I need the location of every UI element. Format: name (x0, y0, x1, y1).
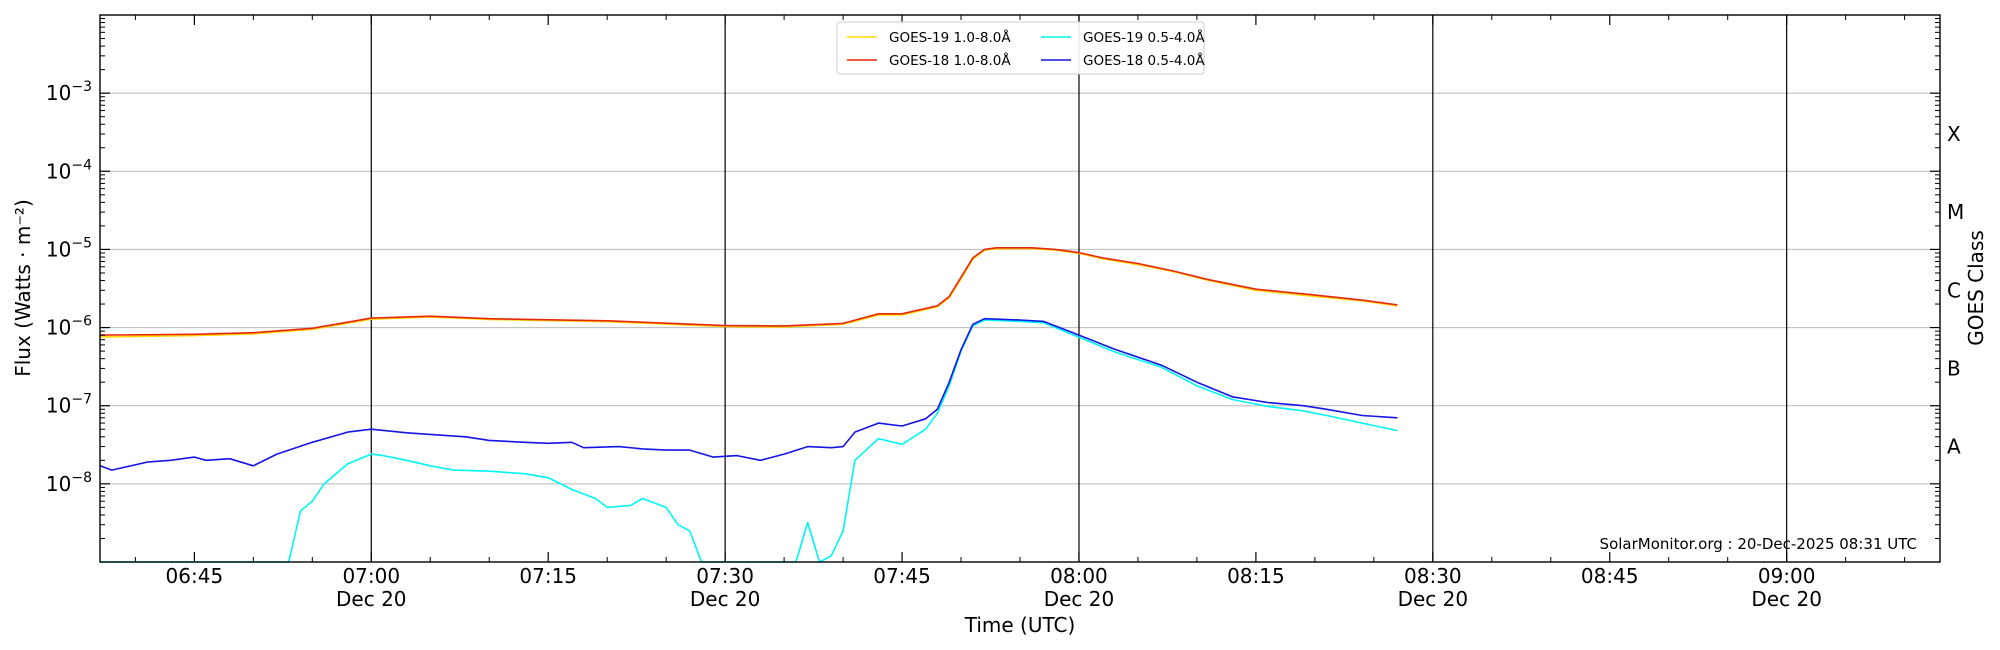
goes-class-label-c: C (1947, 278, 1961, 302)
day-marker-lines (370, 15, 1788, 562)
grid (100, 92, 1940, 485)
goes-class-label-m: M (1947, 200, 1964, 224)
legend-label-4: GOES-18 0.5-4.0Å (1083, 52, 1205, 69)
y-tick-label: 10−7 (46, 392, 92, 418)
x-tick-label: 08:15 (1227, 564, 1285, 588)
legend-box (836, 21, 1205, 75)
y-axis-title: Flux (Watts · m⁻²) (11, 199, 35, 377)
y-tick-labels: 10−8 10−7 10−6 10−5 10−4 10−3 (46, 79, 92, 496)
x-tick-label: 07:45 (873, 564, 931, 588)
series-line-2 (99, 247, 1398, 336)
axis-ticks (100, 15, 1940, 562)
goes-class-labels: A B C M X (1947, 122, 1964, 459)
legend-label-2: GOES-18 1.0-8.0Å (889, 52, 1011, 69)
x-tick-label: 07:30 (696, 564, 754, 588)
legend-label-3: GOES-19 0.5-4.0Å (1083, 29, 1205, 46)
legend: GOES-19 1.0-8.0Å GOES-18 1.0-8.0Å GOES-19 … (836, 21, 1205, 75)
x-tick-label: 08:45 (1581, 564, 1639, 588)
x-tick-label: 07:15 (519, 564, 577, 588)
x-tick-date-label: Dec 20 (1398, 587, 1469, 611)
x-axis-title: Time (UTC) (964, 613, 1076, 637)
y-tick-label: 10−6 (46, 314, 92, 340)
goes-class-label-b: B (1947, 356, 1961, 380)
legend-label-1: GOES-19 1.0-8.0Å (889, 29, 1011, 46)
series-line-3 (100, 319, 1398, 563)
series-lines (99, 247, 1398, 563)
x-tick-label: 08:00 (1050, 564, 1108, 588)
x-tick-date-label: Dec 20 (690, 587, 761, 611)
goes-class-axis-title: GOES Class (1964, 230, 1988, 346)
x-tick-label: 08:30 (1404, 564, 1462, 588)
goes-class-label-x: X (1947, 122, 1961, 146)
y-tick-label: 10−8 (46, 470, 92, 496)
goes-class-label-a: A (1947, 435, 1961, 459)
y-tick-label: 10−3 (46, 79, 92, 105)
series-line-4 (99, 317, 1398, 471)
x-tick-date-label: Dec 20 (1751, 587, 1822, 611)
x-tick-label: 09:00 (1758, 564, 1816, 588)
credit-text: SolarMonitor.org : 20-Dec-2025 08:31 UTC (1600, 535, 1917, 553)
x-tick-date-label: Dec 20 (336, 587, 407, 611)
x-tick-label: 07:00 (342, 564, 400, 588)
x-tick-date-label: Dec 20 (1044, 587, 1115, 611)
y-tick-label: 10−4 (46, 157, 92, 183)
x-tick-label: 06:45 (166, 564, 224, 588)
y-tick-label: 10−5 (46, 235, 92, 261)
